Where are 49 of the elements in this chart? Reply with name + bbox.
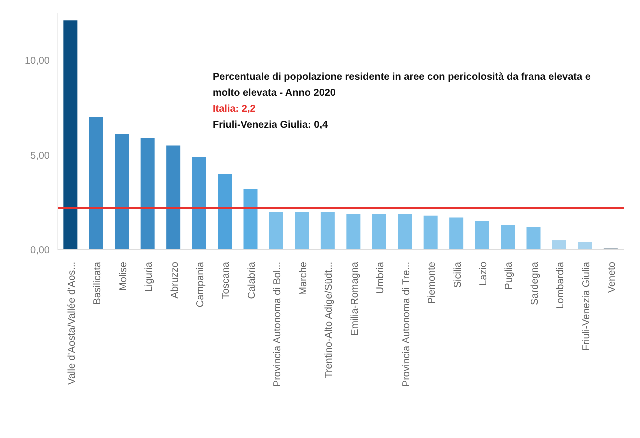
x-tick-label: Abruzzo (170, 262, 181, 299)
bar (346, 214, 361, 250)
bar (64, 20, 78, 250)
x-tick-label: Toscana (221, 262, 232, 300)
text: Percentuale di popolazione residente in aree con pericolosità da frana elevata e molto elevata - Anno 2020 (213, 71, 592, 101)
x-tick-label: Sardegna (530, 262, 541, 306)
bar (140, 138, 155, 250)
x-tick-label: Calabria (246, 262, 258, 300)
y-tick-label: 5,00 (30, 150, 50, 162)
bar (475, 222, 490, 250)
x-tick-label: Puglia (504, 262, 516, 290)
bar (166, 146, 181, 250)
x-tick-label: Lombardia (556, 262, 567, 310)
x-tick-label: Piemonte (427, 262, 438, 304)
x-tick-label: Marche (298, 262, 310, 296)
bar (424, 216, 438, 250)
x-tick-label: Emilia-Romagna (350, 262, 361, 336)
bar (244, 189, 258, 250)
bar (372, 214, 386, 250)
bar (501, 225, 516, 250)
annotation: Friuli-Venezia Giulia: 0,4 (213, 119, 330, 133)
bar (578, 242, 592, 250)
bar (320, 212, 335, 250)
y-tick-label: 0,00 (30, 246, 50, 257)
x-tick-label: Veneto (607, 262, 618, 294)
bar (526, 227, 541, 250)
x-tick-label: Umbria (376, 262, 387, 294)
bar (450, 218, 464, 250)
x-tick-label: Molise (118, 262, 130, 291)
x-tick-label: Basilicata (92, 262, 104, 305)
bar (269, 212, 284, 250)
bar (552, 240, 566, 250)
x-tick-label: Valle d'Aosta/Vallée d'Aos... (66, 262, 78, 385)
bar (89, 117, 104, 250)
x-tick-label: Campania (196, 262, 206, 308)
x-tick-label: Sicilia (452, 262, 464, 288)
x-tick-label: Provincia Autonoma di Bol... (272, 262, 284, 388)
x-tick-label: Provincia Autonoma di Tre... (401, 262, 412, 388)
x-tick-label: Liguria (144, 262, 156, 292)
bar (295, 212, 310, 250)
bar (115, 134, 130, 250)
bar (398, 214, 412, 250)
bar (218, 174, 232, 250)
x-tick-label: Friuli-Venezia Giulia (581, 262, 592, 351)
y-tick-label: 10,00 (24, 56, 50, 67)
bar (192, 157, 206, 250)
x-tick-label: Lazio (478, 262, 490, 286)
ref-line-label: Italia: 2,2 (213, 103, 257, 117)
x-tick-label: Trentino-Alto Adige/Südt... (324, 262, 336, 378)
